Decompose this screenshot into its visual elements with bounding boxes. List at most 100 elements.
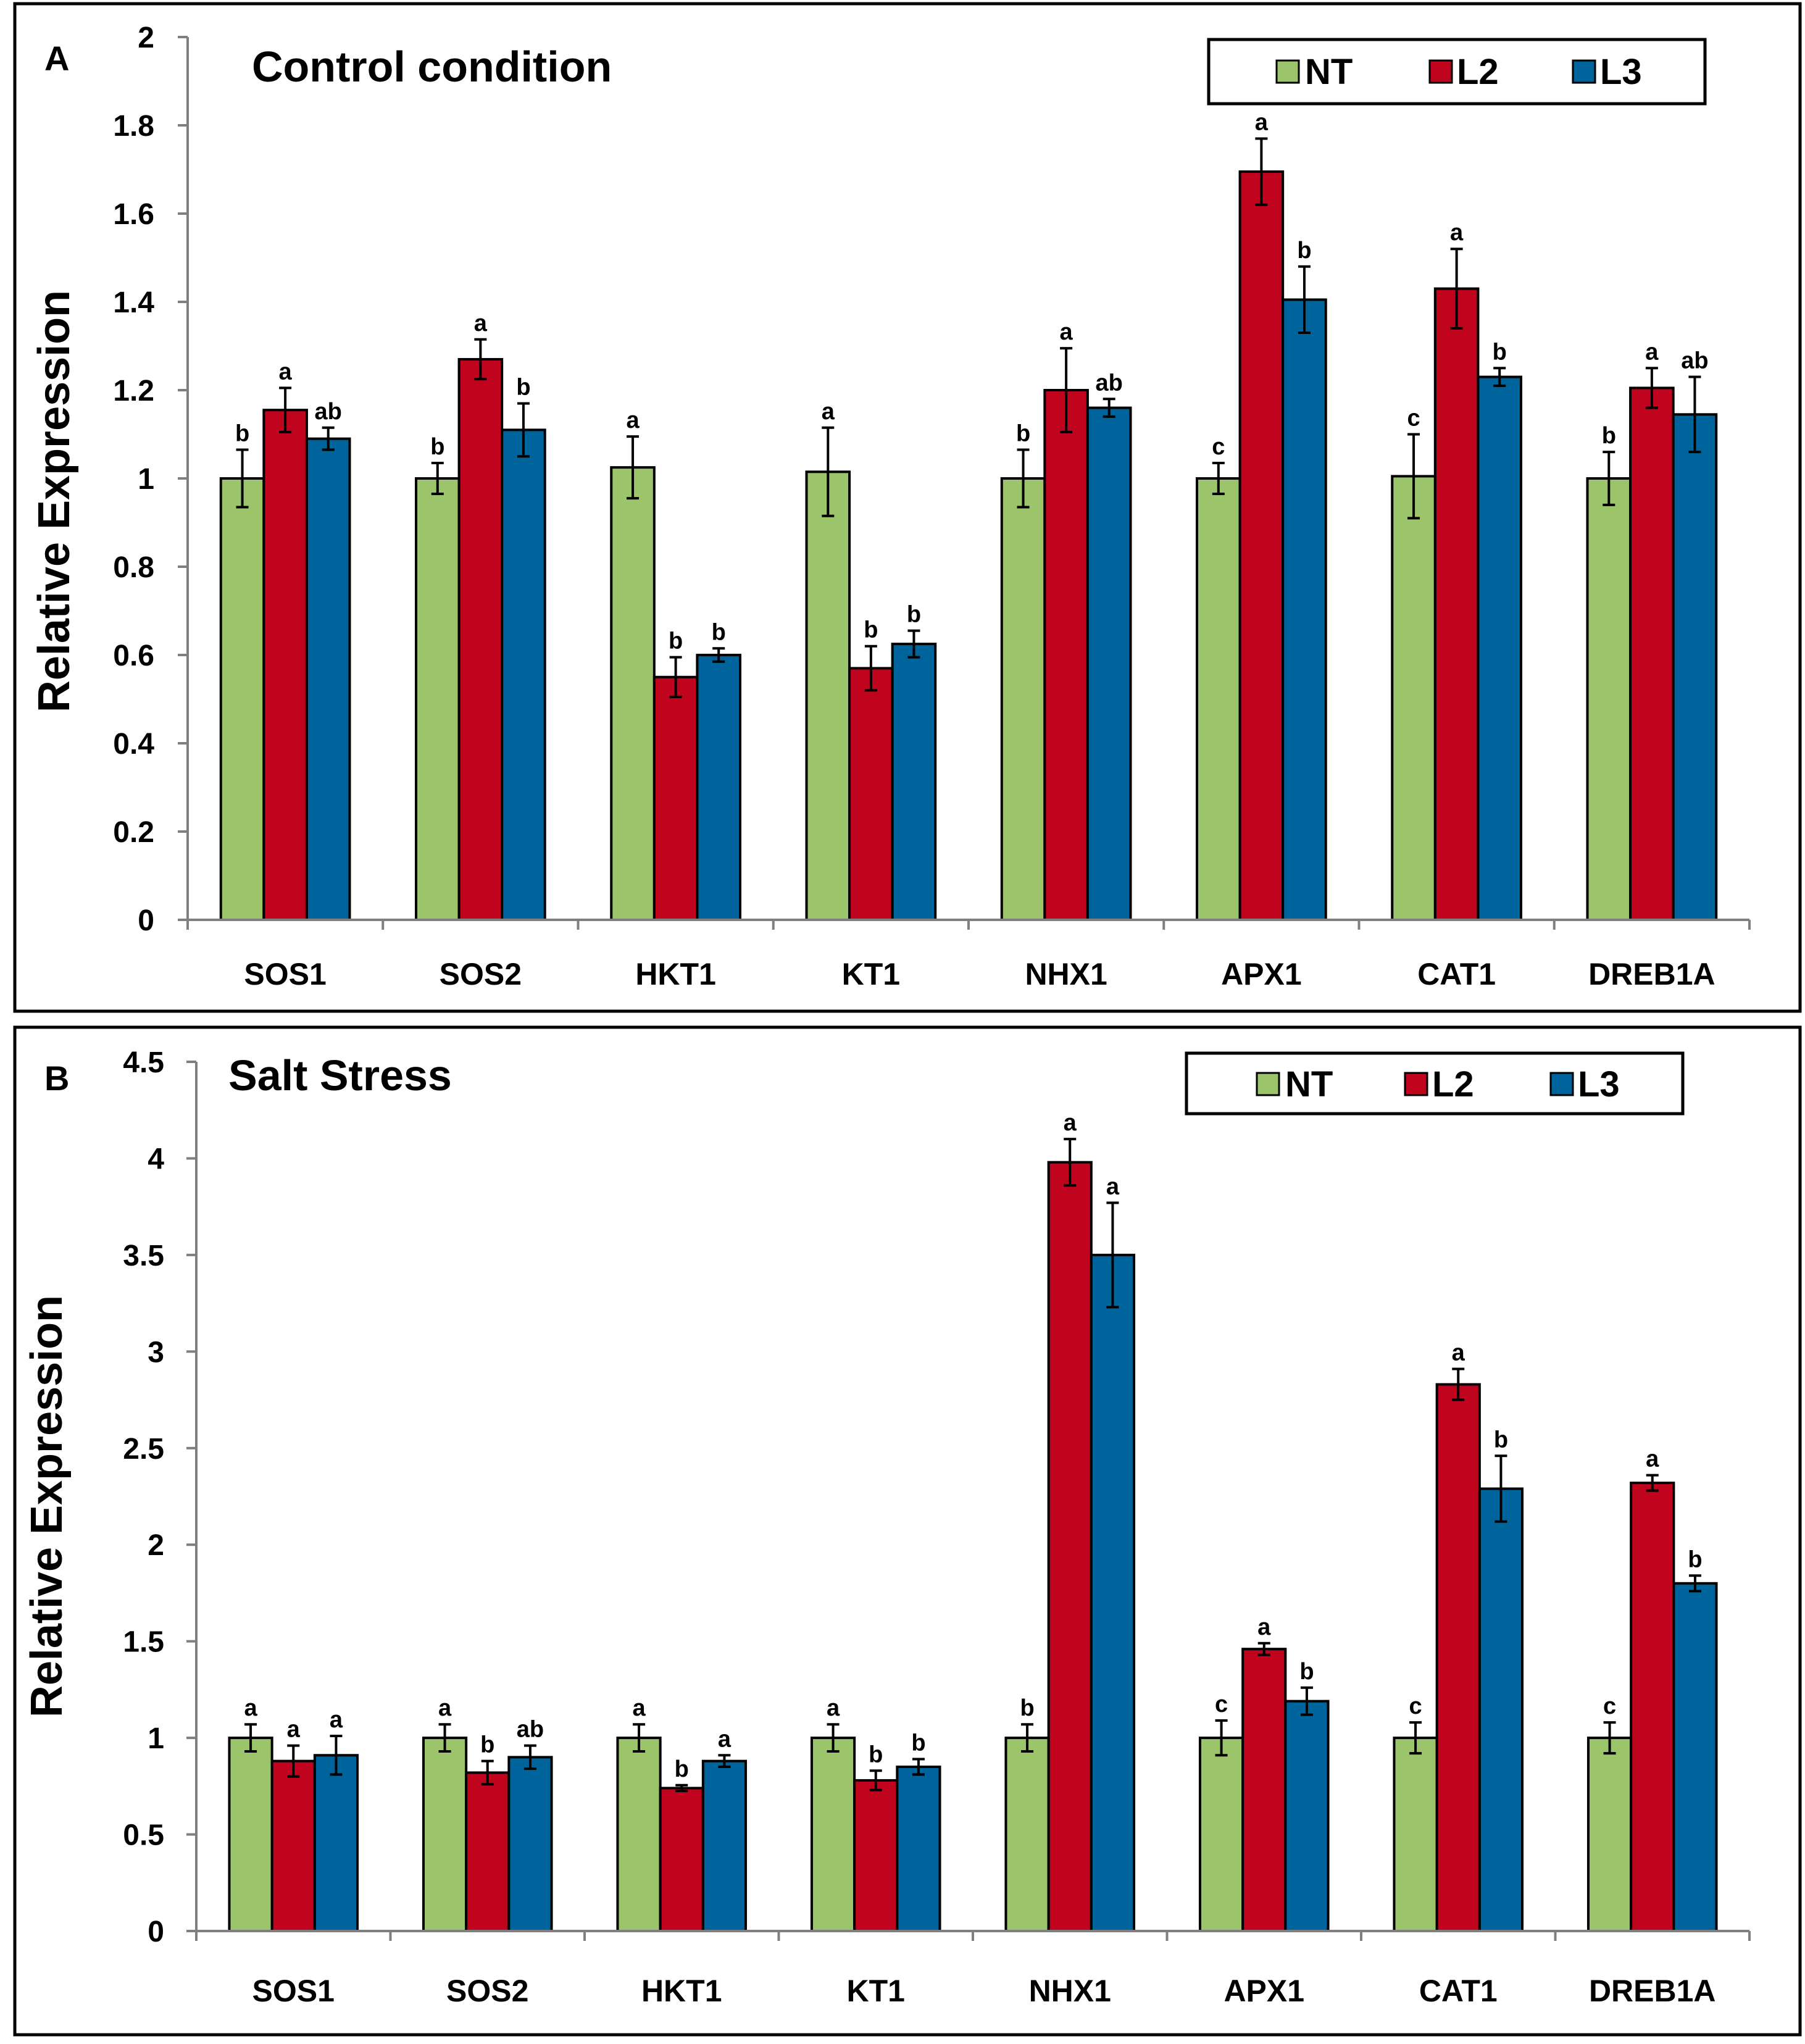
significance-label: ab [1096, 370, 1123, 396]
legend-label-l2: L2 [1432, 1064, 1474, 1104]
y-tick-label: 1.2 [113, 375, 154, 407]
bar-l2-nhx1 [1047, 1161, 1093, 1932]
x-tick-label: SOS2 [440, 957, 522, 991]
significance-label: c [1215, 1692, 1228, 1717]
panel-b-y-axis-label: Relative Expression [22, 1295, 72, 1717]
y-tick-label: 0.8 [113, 551, 154, 584]
panel-a-label: A [44, 39, 69, 78]
legend-label-nt: NT [1305, 52, 1353, 92]
panel-b: B Salt Stress Relative Expression NT L2 … [13, 1025, 1802, 2037]
legend-swatch-l2 [1404, 1072, 1428, 1096]
bar-l2-hkt1 [659, 1787, 704, 1932]
bar-l2-sos2 [457, 357, 504, 921]
significance-label: b [516, 374, 530, 400]
y-tick-label: 4.5 [123, 1046, 164, 1079]
y-tick-label: 2 [138, 22, 154, 54]
y-tick-label: 4 [148, 1143, 164, 1175]
panel-a-title: Control condition [252, 43, 612, 91]
y-tick-label: 0.2 [113, 816, 154, 849]
bar-l3-cat1 [1478, 1487, 1524, 1932]
significance-label: a [474, 311, 488, 336]
bar-l3-hkt1 [696, 654, 741, 921]
panel-a-legend: NT L2 L3 [1207, 38, 1707, 106]
significance-label: a [438, 1695, 452, 1721]
significance-label: a [1064, 1110, 1077, 1136]
significance-label: b [675, 1756, 689, 1782]
significance-label: a [1106, 1174, 1120, 1199]
bar-nt-apx1 [1196, 477, 1241, 921]
bar-nt-sos1 [219, 477, 265, 921]
significance-label: b [1299, 1659, 1314, 1685]
significance-label: a [279, 359, 293, 385]
significance-label: a [626, 407, 640, 433]
panel-b-label: B [44, 1059, 69, 1098]
bar-nt-nhx1 [1004, 1737, 1050, 1932]
bar-nt-nhx1 [1000, 477, 1046, 921]
bar-l2-dreb1a [1629, 386, 1675, 921]
legend-swatch-l3 [1549, 1072, 1574, 1096]
significance-label: a [1255, 109, 1269, 135]
y-tick-label: 1.8 [113, 110, 154, 143]
significance-label: b [907, 602, 921, 628]
bar-l3-dreb1a [1672, 413, 1718, 921]
significance-label: ab [315, 399, 342, 425]
y-tick-label: 1.4 [113, 286, 154, 319]
significance-label: a [1257, 1614, 1271, 1640]
legend-swatch-l2 [1428, 59, 1453, 84]
x-tick-label: DREB1A [1589, 1974, 1716, 2008]
significance-label: a [1646, 1446, 1659, 1472]
significance-label: a [244, 1695, 257, 1721]
bar-l2-apx1 [1238, 170, 1285, 922]
bar-l3-cat1 [1477, 375, 1522, 921]
significance-label: b [480, 1732, 494, 1758]
x-tick-label: CAT1 [1419, 1974, 1498, 2008]
y-tick-label: 1 [138, 463, 154, 496]
x-tick-label: CAT1 [1417, 957, 1496, 991]
bar-l3-sos1 [305, 437, 351, 921]
bar-l2-cat1 [1433, 287, 1480, 921]
bar-l2-cat1 [1435, 1383, 1481, 1932]
significance-label: b [712, 619, 726, 645]
bar-nt-cat1 [1391, 475, 1436, 921]
significance-label: a [1450, 220, 1464, 246]
x-tick-label: SOS1 [252, 1974, 335, 2008]
panel-b-legend: NT L2 L3 [1185, 1051, 1685, 1116]
bar-l2-sos1 [270, 1759, 316, 1932]
bar-l3-dreb1a [1672, 1582, 1718, 1933]
significance-label: a [822, 399, 835, 425]
bar-l2-apx1 [1241, 1648, 1287, 1932]
x-tick-label: KT1 [842, 957, 900, 991]
significance-label: b [1602, 423, 1616, 449]
bar-l3-kt1 [891, 643, 937, 921]
bar-nt-cat1 [1393, 1737, 1438, 1932]
bar-l3-nhx1 [1086, 406, 1132, 921]
bar-l2-sos2 [465, 1771, 511, 1933]
legend-label-l3: L3 [1600, 52, 1642, 92]
bar-l3-apx1 [1282, 298, 1327, 921]
significance-label: b [1020, 1695, 1034, 1721]
panel-b-title: Salt Stress [228, 1051, 452, 1099]
bar-nt-hkt1 [610, 466, 656, 921]
legend-label-l3: L3 [1578, 1064, 1620, 1104]
bar-l2-kt1 [848, 667, 894, 921]
bar-nt-dreb1a [1586, 1737, 1633, 1932]
legend-label-l2: L2 [1457, 52, 1499, 92]
significance-label: b [1016, 421, 1030, 447]
significance-label: b [869, 1742, 883, 1767]
significance-label: b [430, 434, 444, 460]
y-tick-label: 0 [138, 904, 154, 937]
y-tick-label: 2.5 [123, 1433, 164, 1466]
significance-label: a [1060, 319, 1073, 345]
significance-label: c [1407, 406, 1420, 432]
bar-nt-kt1 [810, 1737, 856, 1932]
y-tick-label: 2 [148, 1529, 164, 1562]
bar-nt-dreb1a [1586, 477, 1632, 921]
x-tick-label: DREB1A [1588, 957, 1715, 991]
x-tick-label: HKT1 [635, 957, 716, 991]
y-tick-label: 1.6 [113, 198, 154, 231]
significance-label: ab [517, 1717, 544, 1743]
bar-nt-hkt1 [616, 1737, 662, 1932]
significance-label: a [287, 1717, 301, 1743]
